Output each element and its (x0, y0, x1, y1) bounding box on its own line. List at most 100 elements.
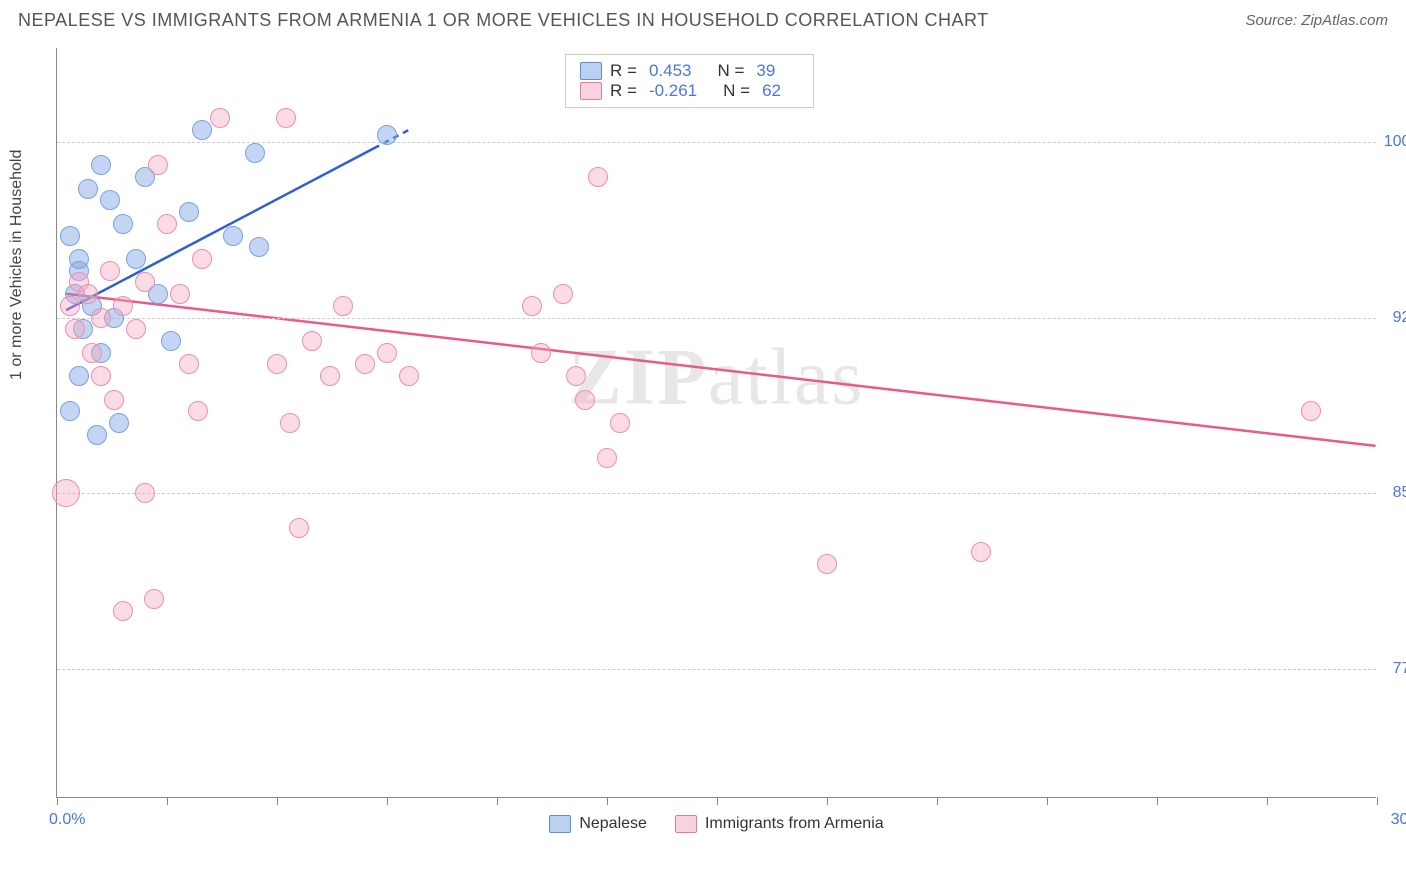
r-label: R = (610, 81, 637, 101)
n-value-blue: 39 (756, 61, 775, 81)
data-point (144, 589, 164, 609)
data-point (320, 366, 340, 386)
data-point (188, 401, 208, 421)
data-point (91, 366, 111, 386)
x-tick (607, 797, 608, 805)
r-label: R = (610, 61, 637, 81)
data-point (78, 284, 98, 304)
data-point (610, 413, 630, 433)
swatch-pink-icon (580, 82, 602, 100)
legend-label-pink: Immigrants from Armenia (705, 815, 884, 833)
data-point (245, 143, 265, 163)
data-point (91, 308, 111, 328)
y-tick-label: 77.5% (1393, 660, 1406, 678)
data-point (249, 237, 269, 257)
data-point (157, 214, 177, 234)
chart-plot-area: ZIPatlas R = 0.453 N = 39 R = -0.261 N =… (56, 48, 1376, 798)
data-point (113, 601, 133, 621)
data-point (170, 284, 190, 304)
legend-item-blue: Nepalese (549, 815, 647, 833)
data-point (82, 343, 102, 363)
x-tick (1267, 797, 1268, 805)
data-point (399, 366, 419, 386)
x-tick (717, 797, 718, 805)
data-point (161, 331, 181, 351)
data-point (280, 413, 300, 433)
swatch-blue-icon (549, 815, 571, 833)
data-point (135, 272, 155, 292)
watermark: ZIPatlas (569, 332, 865, 423)
data-point (377, 343, 397, 363)
x-tick (497, 797, 498, 805)
x-tick (827, 797, 828, 805)
data-point (148, 155, 168, 175)
r-value-pink: -0.261 (649, 81, 697, 101)
x-tick (167, 797, 168, 805)
data-point (87, 425, 107, 445)
data-point (817, 554, 837, 574)
data-point (597, 448, 617, 468)
x-tick (937, 797, 938, 805)
data-point (179, 354, 199, 374)
swatch-pink-icon (675, 815, 697, 833)
n-label: N = (723, 81, 750, 101)
x-tick (1047, 797, 1048, 805)
chart-title: NEPALESE VS IMMIGRANTS FROM ARMENIA 1 OR… (18, 10, 989, 31)
data-point (126, 319, 146, 339)
data-point (588, 167, 608, 187)
data-point (289, 518, 309, 538)
data-point (333, 296, 353, 316)
legend-item-pink: Immigrants from Armenia (675, 815, 884, 833)
data-point (192, 120, 212, 140)
data-point (100, 190, 120, 210)
data-point (553, 284, 573, 304)
data-point (355, 354, 375, 374)
data-point (91, 155, 111, 175)
data-point (575, 390, 595, 410)
data-point (522, 296, 542, 316)
correlation-row-pink: R = -0.261 N = 62 (580, 81, 799, 101)
n-label: N = (717, 61, 744, 81)
data-point (267, 354, 287, 374)
data-point (78, 179, 98, 199)
x-tick (1157, 797, 1158, 805)
x-tick (387, 797, 388, 805)
data-point (52, 479, 80, 507)
correlation-row-blue: R = 0.453 N = 39 (580, 61, 799, 81)
data-point (210, 108, 230, 128)
data-point (113, 296, 133, 316)
x-tick (277, 797, 278, 805)
y-axis-label: 1 or more Vehicles in Household (8, 150, 26, 380)
y-tick-label: 92.5% (1393, 309, 1406, 327)
data-point (531, 343, 551, 363)
data-point (971, 542, 991, 562)
gridline (57, 318, 1376, 319)
data-point (65, 319, 85, 339)
swatch-blue-icon (580, 62, 602, 80)
data-point (192, 249, 212, 269)
data-point (60, 401, 80, 421)
data-point (276, 108, 296, 128)
data-point (60, 296, 80, 316)
source-label: Source: ZipAtlas.com (1245, 12, 1388, 29)
data-point (223, 226, 243, 246)
gridline (57, 669, 1376, 670)
series-legend: Nepalese Immigrants from Armenia (57, 815, 1376, 833)
data-point (113, 214, 133, 234)
x-tick (1377, 797, 1378, 805)
data-point (69, 366, 89, 386)
data-point (566, 366, 586, 386)
legend-label-blue: Nepalese (579, 815, 647, 833)
data-point (109, 413, 129, 433)
data-point (135, 483, 155, 503)
watermark-light: atlas (708, 333, 865, 421)
x-axis-max-label: 30.0% (1391, 811, 1406, 829)
data-point (104, 390, 124, 410)
data-point (100, 261, 120, 281)
data-point (302, 331, 322, 351)
correlation-legend: R = 0.453 N = 39 R = -0.261 N = 62 (565, 54, 814, 108)
n-value-pink: 62 (762, 81, 781, 101)
x-tick (57, 797, 58, 805)
data-point (377, 125, 397, 145)
y-tick-label: 100.0% (1384, 133, 1406, 151)
